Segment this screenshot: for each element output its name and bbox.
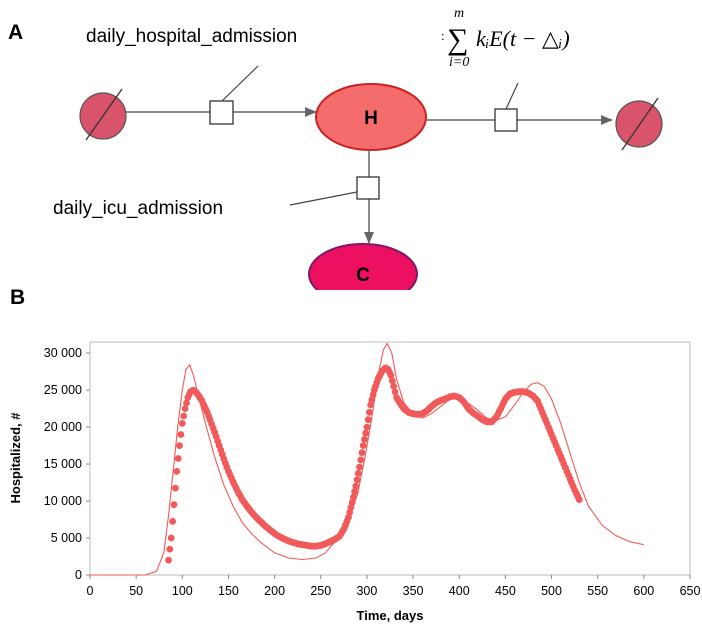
formula-connector [505,82,519,110]
y-tick-label: 25 000 [44,383,82,397]
observed-point [183,399,190,407]
y-tick-label: 15 000 [44,457,82,471]
hospital-node: H [315,83,427,151]
observed-point [172,484,179,492]
x-tick-label: 50 [129,584,143,598]
observed-point [348,499,356,506]
observed-point [170,501,178,509]
axis-ticks: 0 50 100 150 200 250 300 350 400 450 500 550 600 650 0… [44,346,701,598]
x-tick-label: 200 [264,584,285,598]
y-tick-label: 30 000 [44,346,82,360]
flow-diagram: A daily_hospital_admission H : m ∑ i=0 k… [8,6,663,290]
source-node [79,88,127,141]
icu-admission-label: daily_icu_admission [53,198,223,219]
x-tick-label: 150 [218,584,239,598]
observed-point [173,468,181,475]
observed-dots-layer [165,364,583,564]
observed-point [178,420,186,427]
observed-point [181,405,189,412]
icu-admission-valve [356,176,380,200]
icu-admission-label-connector [289,191,358,206]
hospital-admission-label-connector [221,65,259,102]
formula-lower-limit: i=0 [449,55,469,70]
x-tick-label: 0 [87,584,94,598]
observed-point [354,470,362,477]
hospital-admission-valve [209,100,234,125]
hospitalized-chart: B 0 50 100 150 200 250 300 350 400 450 500 550 600 65… [8,286,701,623]
observed-point [358,449,366,457]
observed-point [352,482,360,490]
x-axis-title: Time, days [357,608,424,623]
observed-point [390,383,398,390]
x-tick-label: 650 [680,584,701,598]
observed-point [391,388,399,396]
x-tick-label: 350 [403,584,424,598]
observed-point [350,493,357,501]
observed-point [362,429,370,437]
y-tick-label: 10 000 [44,494,82,508]
observed-point [176,442,183,449]
panel-b-letter: B [10,286,25,309]
observed-point [356,463,363,471]
hospital-admission-label: daily_hospital_admission [86,26,297,47]
sink-node [615,97,663,151]
observed-point [359,442,367,449]
observed-point [167,534,175,542]
observed-point [165,556,172,564]
observed-point [180,412,188,420]
icu-node: C [308,243,418,290]
x-tick-label: 450 [495,584,516,598]
x-tick-label: 250 [310,584,331,598]
x-tick-label: 550 [587,584,608,598]
observed-point [364,416,372,424]
hospital-node-label: H [364,108,378,129]
observed-point [575,496,583,503]
formula-upper-limit: m [454,6,464,21]
observed-point [357,456,365,464]
observed-point [166,545,174,553]
observed-point [169,518,177,525]
panel-a-letter: A [8,21,23,44]
plot-frame [89,341,691,576]
observed-point [387,371,395,379]
formula-term: kᵢE(t − △ᵢ) [476,26,570,51]
outflow-valve [494,108,518,132]
formula-sigma: ∑ [447,23,468,56]
icu-node-label: C [356,265,370,286]
observed-point [177,431,185,438]
y-tick-label: 20 000 [44,420,82,434]
observed-point [353,476,361,484]
x-tick-label: 100 [172,584,193,598]
y-tick-label: 5 000 [51,531,82,545]
x-tick-label: 400 [449,584,470,598]
observed-point [174,455,182,462]
x-tick-label: 500 [541,584,562,598]
y-tick-label: 0 [75,568,82,582]
formula-prefix: : [441,28,445,43]
observed-point [388,377,396,385]
observed-point [361,436,368,443]
observed-point [351,488,358,496]
x-tick-label: 600 [633,584,654,598]
y-axis-title: Hospitalized, # [8,412,23,504]
observed-point [366,408,373,416]
outflow-formula: : m ∑ i=0 kᵢE(t − △ᵢ) [441,6,570,70]
observed-point [363,423,371,431]
x-tick-label: 300 [356,584,377,598]
